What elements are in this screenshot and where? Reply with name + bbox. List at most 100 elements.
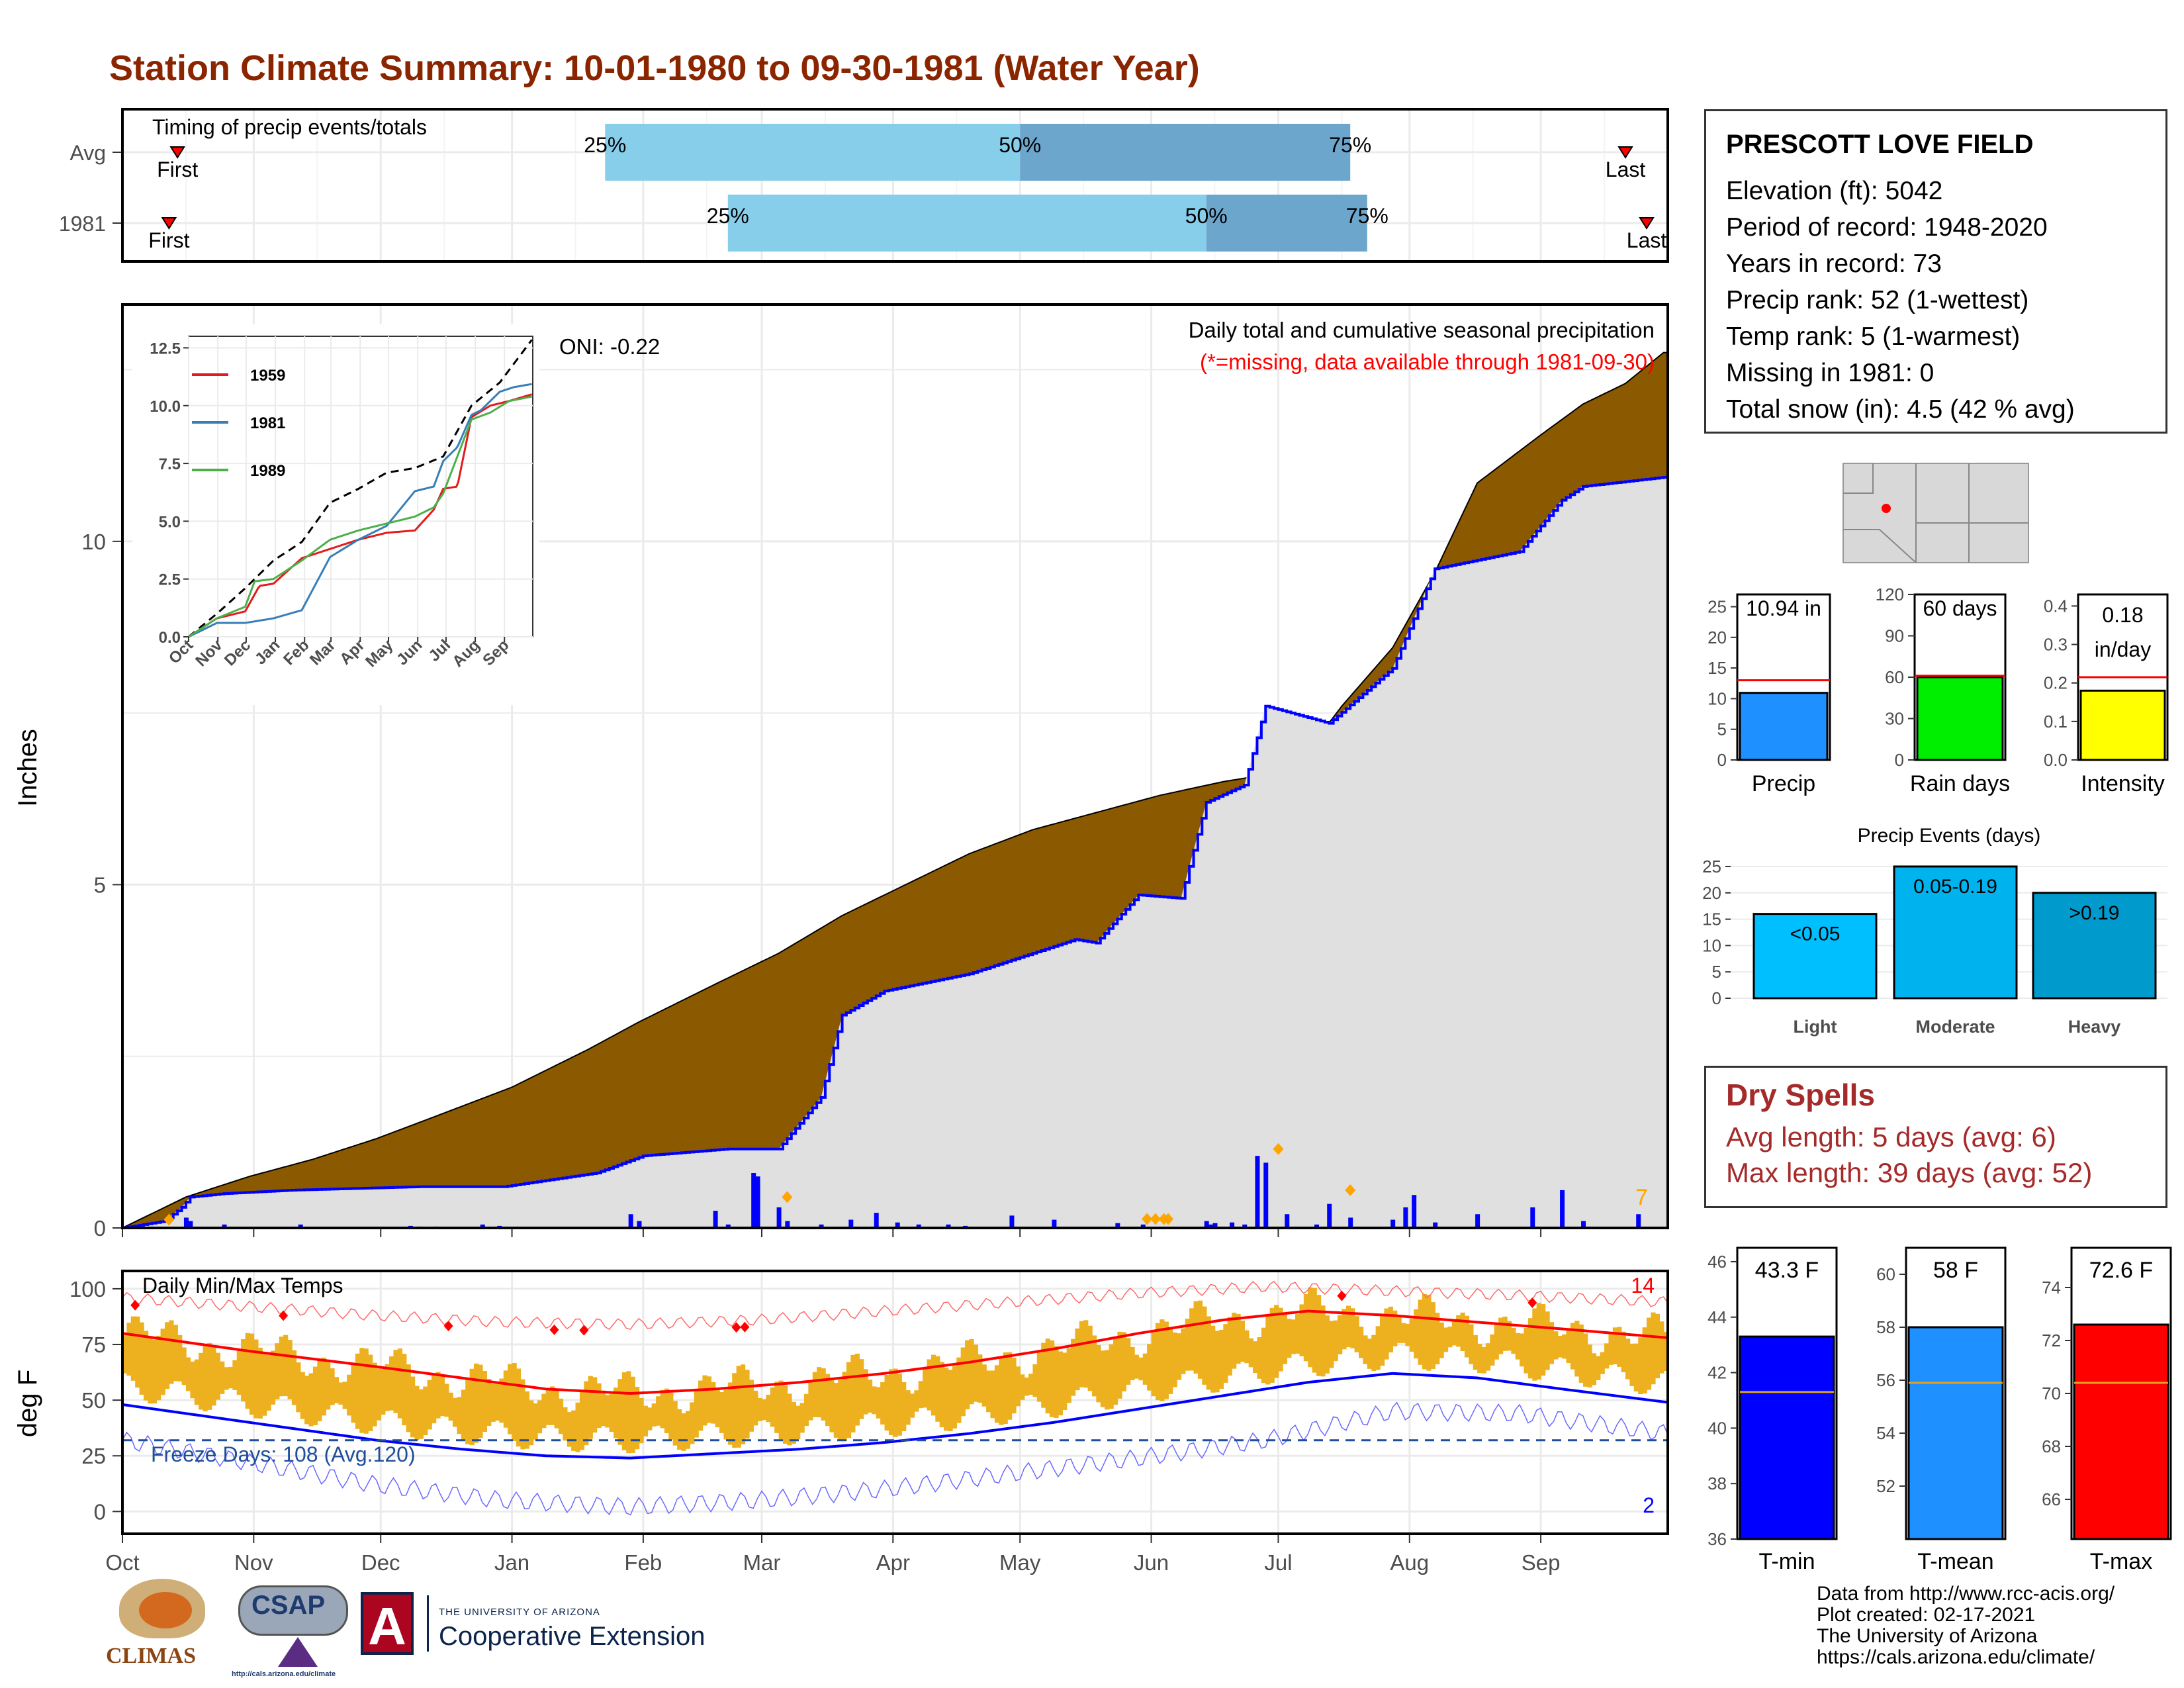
- daily-temp-bar: [923, 1369, 928, 1408]
- summary-tick-label: 5: [1717, 720, 1727, 739]
- daily-temp-bar: [452, 1397, 458, 1427]
- daily-temp-bar: [681, 1413, 686, 1451]
- daily-temp-bar: [931, 1354, 936, 1416]
- daily-temp-bar: [465, 1378, 471, 1444]
- daily-temp-bar: [342, 1382, 347, 1409]
- daily-temp-bar: [529, 1400, 534, 1446]
- daily-temp-bar: [1312, 1288, 1317, 1373]
- x-tick-label: Nov: [234, 1550, 273, 1575]
- summary-bar: [2079, 689, 2166, 761]
- y-tick-label: 0: [94, 1216, 106, 1241]
- daily-temp-bar: [448, 1392, 453, 1421]
- daily-precip-bar: [1403, 1207, 1408, 1228]
- daily-temp-bar: [1105, 1350, 1110, 1410]
- daily-temp-bar: [588, 1376, 593, 1439]
- summary-tick-label: 25: [1707, 597, 1727, 617]
- daily-temp-bar: [139, 1322, 144, 1395]
- temp-summary-tick-label: 72: [2042, 1331, 2061, 1350]
- daily-temp-bar: [275, 1343, 280, 1399]
- daily-precip-bar: [874, 1213, 879, 1228]
- daily-precip-bar: [1009, 1215, 1015, 1228]
- daily-temp-bar: [829, 1380, 835, 1432]
- daily-temp-bar: [270, 1350, 276, 1405]
- temp-summary-tick-label: 38: [1707, 1474, 1727, 1493]
- daily-precip-bar: [1212, 1223, 1218, 1228]
- temp-summary-bar: [1739, 1335, 1835, 1540]
- summary-tick-label: 30: [1885, 709, 1904, 729]
- daily-temp-bar: [672, 1401, 678, 1446]
- inset-y-tick-label: 12.5: [150, 340, 181, 357]
- daily-temp-bar: [262, 1354, 267, 1416]
- timing-row-label: 1981: [59, 212, 106, 236]
- temp-summary-tick-label: 46: [1707, 1252, 1727, 1272]
- daily-temp-bar: [1612, 1327, 1618, 1364]
- daily-temp-bar: [164, 1322, 170, 1389]
- daily-temp-bar: [1460, 1312, 1465, 1352]
- timing-marker: [1617, 146, 1633, 159]
- daily-temp-bar: [347, 1374, 352, 1416]
- daily-temp-bar: [986, 1370, 991, 1413]
- daily-temp-bar: [905, 1390, 911, 1425]
- daily-temp-bar: [304, 1376, 310, 1425]
- daily-temp-bar: [1197, 1300, 1203, 1379]
- daily-temp-bar: [1176, 1333, 1182, 1380]
- daily-temp-bar: [1045, 1338, 1050, 1414]
- daily-temp-bar: [715, 1389, 720, 1428]
- summary-label: Intensity: [2081, 771, 2165, 796]
- event-bar-label: >0.19: [2070, 902, 2120, 924]
- daily-temp-bar: [228, 1366, 234, 1389]
- temp-summary-tick-label: 60: [1876, 1264, 1895, 1284]
- timing-marker-label: Last: [1606, 158, 1646, 181]
- daily-temp-bar: [169, 1320, 174, 1384]
- daily-temp-bar: [833, 1382, 839, 1438]
- summary-value: 60 days: [1923, 596, 1997, 620]
- daily-temp-bar: [999, 1358, 1004, 1425]
- csap-mountain: [278, 1637, 318, 1667]
- daily-temp-bar: [1405, 1323, 1410, 1346]
- missing-note: (*=missing, data available through 1981-…: [1200, 350, 1655, 374]
- timing-label-25: 25%: [707, 204, 749, 228]
- daily-temp-bar: [952, 1366, 958, 1429]
- daily-temp-bar: [173, 1325, 178, 1382]
- daily-temp-bar: [647, 1407, 653, 1430]
- x-tick-label: Dec: [361, 1550, 400, 1575]
- daily-precip-bar: [628, 1214, 633, 1228]
- daily-temp-bar: [706, 1376, 712, 1423]
- temp-summary-bar: [1907, 1326, 2004, 1540]
- event-category-label: Moderate: [1915, 1017, 1995, 1037]
- credit-line: The University of Arizona: [1817, 1625, 2038, 1647]
- summary-value: 10.94 in: [1746, 596, 1821, 620]
- daily-temp-bar: [545, 1387, 551, 1425]
- temp-summary-bar: [2073, 1323, 2169, 1540]
- daily-temp-bar: [1553, 1331, 1559, 1360]
- daily-temp-bar: [423, 1386, 428, 1436]
- daily-temp-bar: [630, 1376, 635, 1453]
- event-bar: [1752, 913, 1878, 1000]
- daily-precip-bar: [751, 1173, 756, 1228]
- summary-value: 0.18: [2102, 603, 2143, 627]
- daily-temp-bar: [766, 1394, 771, 1423]
- daily-temp-bar: [1520, 1333, 1525, 1367]
- daily-temp-bar: [791, 1401, 796, 1444]
- daily-temp-bar: [330, 1368, 335, 1405]
- daily-temp-bar: [563, 1407, 568, 1441]
- missing-marker: [163, 1213, 175, 1226]
- record-high-marker: [731, 1322, 741, 1333]
- daily-precip-bar: [1052, 1219, 1057, 1228]
- daily-temp-bar: [690, 1402, 695, 1444]
- event-count: 7: [1635, 1185, 1648, 1210]
- daily-temp-bar: [1020, 1374, 1025, 1400]
- daily-temp-bar: [1261, 1327, 1267, 1383]
- record-high-marker: [579, 1325, 589, 1336]
- daily-temp-bar: [1206, 1316, 1211, 1390]
- daily-temp-bar: [143, 1331, 149, 1401]
- daily-temp-bar: [1218, 1329, 1224, 1389]
- daily-temp-bar: [1142, 1353, 1148, 1385]
- daily-precip-bar: [755, 1176, 760, 1228]
- daily-temp-bar: [1257, 1337, 1262, 1379]
- daily-temp-bar: [668, 1393, 674, 1440]
- daily-temp-bar: [1638, 1337, 1643, 1395]
- daily-temp-bar: [677, 1409, 682, 1450]
- daily-precip-bar: [1560, 1190, 1565, 1228]
